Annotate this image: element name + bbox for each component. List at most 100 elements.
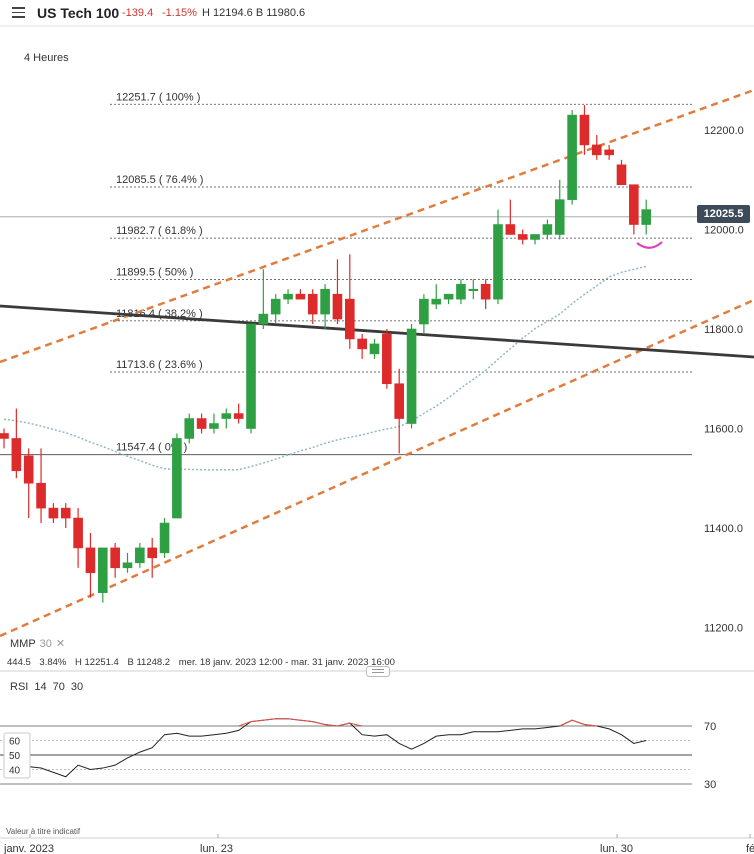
candle-body [419, 298, 429, 325]
candle-body [604, 149, 614, 156]
current-price-badge: 12025.5 [697, 205, 750, 223]
candle [542, 219, 553, 240]
moving-average-line [3, 265, 647, 471]
candle [567, 110, 577, 205]
candle-body [505, 224, 516, 235]
y-tick-label: 12200.0 [704, 125, 744, 137]
candle [11, 408, 22, 479]
candle [258, 269, 269, 329]
candle-body [357, 338, 367, 350]
candle [480, 279, 491, 310]
rsi-legend[interactable]: RSI 14 70 30 [10, 681, 89, 693]
candle [246, 323, 256, 434]
candle-body [60, 507, 71, 519]
candle-body [554, 199, 565, 235]
y-tick-label: 11800.0 [704, 324, 743, 336]
rsi-overbought-segment [337, 722, 350, 727]
candle [530, 234, 540, 245]
candle [172, 433, 182, 519]
close-icon[interactable]: ✕ [55, 638, 66, 650]
rsi-overbought-segment [263, 718, 276, 721]
x-tick-label: lun. 23 [200, 843, 233, 854]
candle-body [616, 164, 627, 186]
candle-body [394, 383, 405, 419]
y-tick-label: 11600.0 [704, 424, 743, 436]
channel-upper-line [0, 88, 754, 364]
candle-body [36, 482, 46, 509]
candle-body [629, 184, 639, 225]
candle [382, 329, 392, 389]
x-tick-label: lun. 30 [600, 843, 633, 854]
candle [270, 294, 281, 325]
candle-body [147, 547, 157, 559]
rsi-left-tick-label: 40 [9, 766, 21, 777]
rsi-left-tick-label: 50 [9, 751, 21, 762]
candle-body [591, 144, 602, 156]
rsi-legend-label: RSI [10, 681, 29, 693]
candle-body [196, 418, 207, 429]
candle-body [517, 234, 528, 240]
candle [554, 179, 565, 240]
y-tick-label: 12000.0 [704, 225, 744, 237]
candle [419, 294, 429, 334]
ma-legend-label[interactable]: MMP [10, 638, 36, 650]
candle-body [122, 562, 133, 569]
candle [456, 279, 466, 305]
candle [122, 552, 133, 573]
candle-body [172, 438, 182, 519]
price-change: -139.4 [122, 7, 154, 19]
candle-body [641, 209, 652, 225]
candle-body [480, 283, 491, 300]
rsi-tick-label: 70 [704, 721, 716, 733]
fib-level-label: 11899.5 ( 50% ) [116, 266, 193, 278]
candle [98, 547, 108, 603]
candle-body [209, 423, 219, 429]
rsi-overbought-segment [238, 721, 252, 727]
candle [135, 542, 145, 568]
y-tick-label: 11200.0 [704, 623, 743, 635]
candle [604, 144, 614, 160]
candle [36, 448, 46, 524]
rsi-overbought-segment [250, 719, 264, 723]
rsi-overbought-segment [287, 718, 301, 721]
candle [357, 333, 367, 359]
candle [73, 508, 83, 568]
rsi-overbought-segment [584, 724, 597, 727]
candle-body [11, 438, 22, 472]
candle-body [233, 413, 244, 419]
candle [233, 403, 244, 424]
pink-annotation [636, 241, 663, 249]
rsi-line [3, 718, 647, 778]
candle-body [23, 455, 34, 484]
rsi-tick-label: 30 [704, 779, 716, 791]
candle-body [530, 234, 540, 240]
price-change-pct: -1.15% [162, 7, 197, 19]
instrument-title: US Tech 100 [37, 5, 120, 21]
rsi-overbought-segment [349, 722, 363, 727]
candle [159, 518, 170, 558]
candle-body [431, 298, 442, 305]
candle [332, 259, 343, 325]
trend-line [0, 304, 754, 359]
candle [505, 199, 516, 235]
candle [209, 413, 219, 434]
candle [23, 448, 34, 519]
channel-lower-line [0, 298, 754, 638]
selection-stats: 444.5 3.84% H 12251.4 B 11248.2 mer. 18 … [7, 657, 401, 668]
candle-body [567, 114, 577, 200]
header-bar: US Tech 100 -139.4 -1.15% H 12194.6 B 11… [0, 0, 754, 26]
candle-body [295, 293, 306, 300]
candle [221, 408, 232, 429]
fib-level-label: 12085.5 ( 76.4% ) [116, 174, 203, 186]
candle [48, 503, 59, 524]
candle [641, 199, 652, 235]
candle [196, 413, 207, 434]
candle-body [369, 343, 380, 355]
menu-icon[interactable] [12, 7, 25, 18]
pane-resize-handle[interactable] [366, 666, 390, 677]
fib-level-label: 11547.4 ( 0% ) [116, 442, 187, 454]
candle-body [382, 333, 392, 385]
candle [320, 284, 330, 329]
rsi-legend-p2: 70 [52, 681, 65, 693]
